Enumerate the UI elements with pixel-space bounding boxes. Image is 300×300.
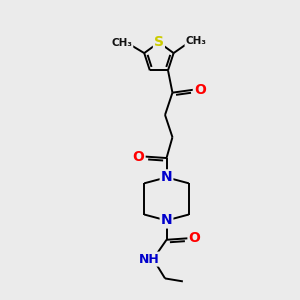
Text: O: O (133, 150, 145, 164)
Text: CH₃: CH₃ (111, 38, 132, 48)
Text: N: N (161, 214, 172, 227)
Text: O: O (188, 231, 200, 245)
Text: CH₃: CH₃ (185, 36, 206, 46)
Text: N: N (161, 170, 172, 184)
Text: O: O (194, 83, 206, 97)
Text: NH: NH (139, 253, 160, 266)
Text: S: S (154, 35, 164, 50)
